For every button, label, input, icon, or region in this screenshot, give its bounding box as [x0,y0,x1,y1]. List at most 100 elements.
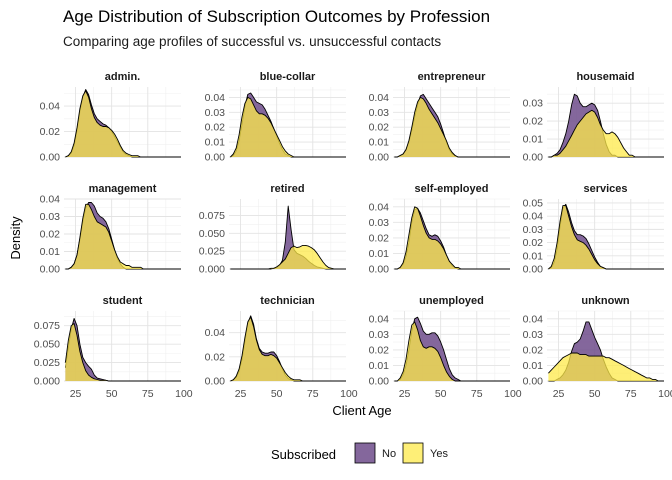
facet-panel-housemaid: housemaid 0.00 0.01 0.02 0.03 [523,71,664,164]
density-outline-yes [548,352,664,382]
facet-panel-blue-collar: blue-collar 0.00 0.01 0.02 0.03 0.04 [205,71,346,164]
x-tick-label: 50 [271,388,283,400]
y-tick-label: 0.01 [40,246,61,258]
y-tick-label: 0.03 [523,98,544,110]
legend: Subscribed No Yes [271,442,448,464]
legend-swatch-no [354,442,376,464]
density-area-yes [548,205,664,269]
x-tick-label: 75 [471,388,483,400]
facet-strip-label: admin. [105,71,140,83]
x-tick-label: 75 [142,388,154,400]
facet-panel-student: student 0.000 0.025 0.050 0.075 25 50 75 100 [34,295,193,400]
density-outline-yes [230,244,346,270]
density-outline-yes [64,323,181,382]
density-outline-yes [548,109,664,158]
density-area-yes [394,321,510,381]
y-tick-label: 0.02 [40,229,61,241]
y-tick-label: 0.03 [523,224,544,236]
legend-label-yes: Yes [430,448,448,460]
x-axis-title: Client Age [332,403,391,418]
facet-panel-management: management 0.00 0.01 0.02 0.03 0.04 [40,183,181,276]
density-area-yes [230,97,346,157]
y-tick-label: 0.01 [369,360,390,372]
y-tick-label: 0.01 [523,250,544,262]
density-outline-yes [394,321,510,382]
facet-panels: admin. 0.00 0.02 0.04 blue-collar 0.00 0.01 0.0… [34,71,672,400]
facet-strip-label: management [89,183,157,195]
density-outline-yes [548,205,664,270]
y-tick-label: 0.02 [523,116,544,128]
y-tick-label: 0.00 [523,152,544,164]
x-tick-label: 100 [340,388,358,400]
density-outline-yes [394,96,510,158]
y-tick-label: 0.04 [369,201,390,213]
facet-strip-label: retired [270,183,304,195]
y-tick-label: 0.03 [523,329,544,341]
density-area-yes [548,353,664,381]
x-tick-label: 100 [504,388,522,400]
facet-panel-entrepreneur: entrepreneur 0.00 0.01 0.02 0.03 0.04 [369,71,510,164]
y-tick-label: 0.00 [205,376,226,388]
facet-strip-label: unknown [581,295,630,307]
facet-strip-label: housemaid [576,71,634,83]
x-tick-label: 25 [70,388,82,400]
y-tick-label: 0.02 [369,344,390,356]
y-tick-label: 0.04 [523,313,544,325]
legend-label-no: No [382,448,396,460]
y-tick-label: 0.03 [369,107,390,119]
facet-strip-label: blue-collar [260,71,316,83]
facet-panel-unemployed: unemployed 0.00 0.01 0.02 0.03 0.04 25 50 75 100 [369,295,522,400]
y-tick-label: 0.00 [369,376,390,388]
facet-panel-technician: technician 0.00 0.02 0.04 25 50 75 100 [205,295,358,400]
y-tick-label: 0.04 [40,194,61,206]
density-outline-yes [65,90,181,158]
density-area-no [230,206,346,269]
x-tick-label: 25 [235,388,247,400]
x-tick-label: 25 [399,388,411,400]
y-tick-label: 0.075 [199,210,225,222]
y-tick-label: 0.00 [40,152,61,164]
y-tick-label: 0.000 [34,376,60,388]
y-tick-label: 0.00 [369,152,390,164]
y-tick-label: 0.03 [369,329,390,341]
y-tick-label: 0.01 [369,137,390,149]
x-tick-label: 100 [175,388,193,400]
y-tick-label: 0.025 [34,357,60,369]
facet-panel-unknown: unknown 0.00 0.01 0.02 0.03 0.04 25 50 75 100 [523,295,672,400]
x-tick-label: 100 [658,388,672,400]
y-tick-label: 0.03 [40,211,61,223]
y-tick-label: 0.00 [523,264,544,276]
y-tick-label: 0.00 [205,152,226,164]
density-area-yes [230,317,346,381]
density-area-yes [65,90,181,157]
legend-swatch-yes [402,442,424,464]
y-tick-label: 0.00 [40,264,61,276]
y-tick-label: 0.02 [369,232,390,244]
y-tick-label: 0.04 [369,92,390,104]
density-area-yes [65,204,181,269]
chart-title: Age Distribution of Subscription Outcome… [63,7,490,26]
y-tick-label: 0.04 [205,92,226,104]
y-tick-label: 0.05 [523,197,544,209]
y-tick-label: 0.02 [523,344,544,356]
density-outline-yes [230,96,346,158]
y-tick-label: 0.03 [369,217,390,229]
facet-panel-admin: admin. 0.00 0.02 0.04 [40,71,181,164]
y-tick-label: 0.050 [34,339,60,351]
y-tick-label: 0.01 [369,248,390,260]
y-tick-label: 0.03 [205,107,226,119]
y-tick-label: 0.025 [199,246,225,258]
y-tick-label: 0.050 [199,228,225,240]
y-tick-label: 0.01 [205,137,226,149]
y-tick-label: 0.00 [523,376,544,388]
facet-strip-label: services [583,183,627,195]
density-area-yes [230,245,346,269]
y-tick-label: 0.04 [205,327,226,339]
facet-panel-services: services 0.00 0.010.020.030.04 0.05 [523,183,664,276]
facet-panel-retired: retired 0.000 0.025 0.050 0.075 [199,183,346,276]
density-outline-yes [230,316,346,382]
facet-strip-label: unemployed [419,295,484,307]
y-tick-label: 0.02 [40,126,61,138]
x-tick-label: 75 [625,388,637,400]
